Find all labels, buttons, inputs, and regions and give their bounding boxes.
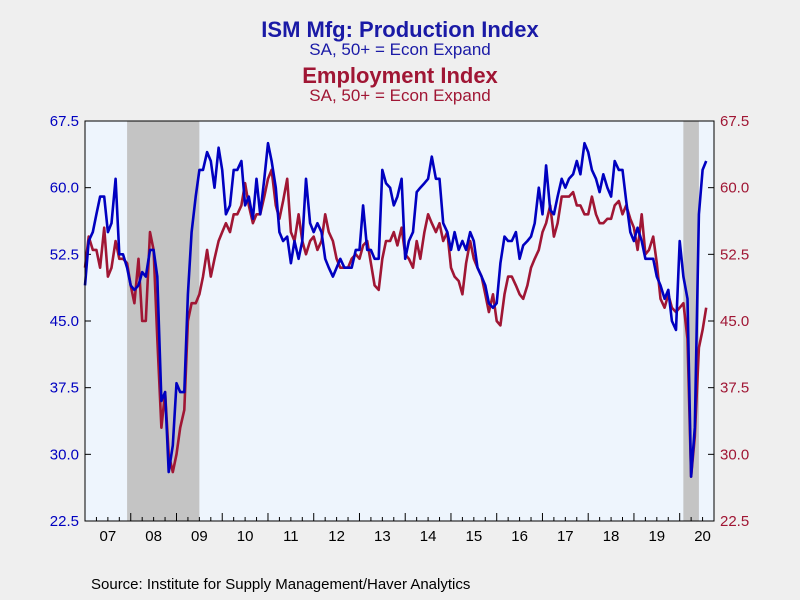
x-tick-label: 15 xyxy=(465,528,482,545)
x-tick-label: 13 xyxy=(374,528,391,545)
x-tick-label: 20 xyxy=(694,528,711,545)
chart-title: ISM Mfg: Production Index xyxy=(261,17,539,42)
chart-subtitle: SA, 50+ = Econ Expand xyxy=(309,40,491,59)
y-tick-label-right: 45.0 xyxy=(720,313,749,330)
x-tick-label: 16 xyxy=(511,528,528,545)
y-tick-label-right: 52.5 xyxy=(720,246,749,263)
y-tick-label-right: 22.5 xyxy=(720,513,749,530)
y-tick-label-left: 37.5 xyxy=(50,380,79,397)
x-tick-label: 19 xyxy=(648,528,665,545)
source-note: Source: Institute for Supply Management/… xyxy=(91,576,471,593)
x-tick-label: 10 xyxy=(237,528,254,545)
y-tick-label-left: 30.0 xyxy=(50,446,79,463)
x-tick-label: 14 xyxy=(420,528,437,545)
employment-index-line xyxy=(83,168,708,478)
tick-labels: 22.5 22.5 30.0 30.0 37.5 37.5 45.0 45.0 52.5 52.5… xyxy=(50,113,749,545)
chart-subtitle-2: SA, 50+ = Econ Expand xyxy=(309,86,491,105)
y-tick-label-left: 67.5 xyxy=(50,113,79,130)
y-tick-label-right: 60.0 xyxy=(720,180,749,197)
y-tick-label-right: 30.0 xyxy=(720,446,749,463)
y-tick-label-left: 52.5 xyxy=(50,246,79,263)
x-tick-label: 11 xyxy=(283,528,299,545)
chart-title-2: Employment Index xyxy=(302,63,498,88)
y-tick-label-left: 45.0 xyxy=(50,313,79,330)
y-tick-label-left: 22.5 xyxy=(50,513,79,530)
plot-frame xyxy=(84,120,715,522)
x-tick-label: 08 xyxy=(145,528,162,545)
series-lines xyxy=(83,141,708,478)
x-tick-label: 09 xyxy=(191,528,208,545)
x-tick-label: 07 xyxy=(100,528,117,545)
production-index-line xyxy=(83,141,708,478)
y-tick-label-right: 37.5 xyxy=(720,380,749,397)
y-tick-label-right: 67.5 xyxy=(720,113,749,130)
x-tick-label: 18 xyxy=(603,528,620,545)
x-tick-label: 12 xyxy=(328,528,345,545)
y-tick-label-left: 60.0 xyxy=(50,180,79,197)
x-tick-label: 17 xyxy=(557,528,574,545)
